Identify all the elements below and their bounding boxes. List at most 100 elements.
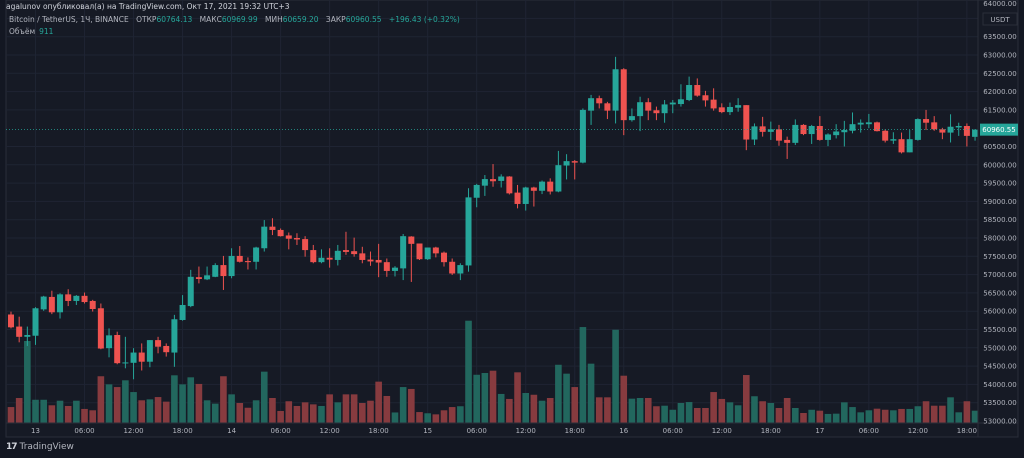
volume-bar xyxy=(146,399,154,423)
candle-body xyxy=(155,340,162,347)
volume-bar xyxy=(105,384,113,423)
price-tick-label: 56500.00 xyxy=(983,289,1016,297)
candle-body xyxy=(179,304,186,320)
candle-body xyxy=(849,124,856,131)
time-tick-label: 12:00 xyxy=(516,427,536,435)
candle-body xyxy=(694,85,701,96)
volume-bar xyxy=(440,410,448,423)
candle-body xyxy=(334,250,341,260)
candle-body xyxy=(473,184,480,198)
volume-bar xyxy=(81,408,88,423)
volume-bar xyxy=(857,412,864,423)
price-tick-label: 63500.00 xyxy=(983,33,1016,41)
candle-body xyxy=(767,129,774,132)
candle-body xyxy=(506,176,513,194)
candle-body xyxy=(261,226,268,249)
volume-bar xyxy=(800,413,807,423)
candle-body xyxy=(914,119,921,140)
volume-bar xyxy=(416,412,423,423)
volume-bar xyxy=(179,384,186,423)
close-label: ЗАКР xyxy=(325,15,346,24)
volume-bar xyxy=(359,403,366,423)
time-tick-label: 06:00 xyxy=(859,427,879,435)
candle-body xyxy=(743,105,750,140)
price-tick-label: 59000.00 xyxy=(983,198,1016,206)
volume-bar xyxy=(546,398,554,423)
candle-body xyxy=(784,139,791,143)
price-tick-label: 63000.00 xyxy=(983,52,1016,60)
volume-bar xyxy=(457,406,464,423)
volume-bar xyxy=(824,413,832,423)
volume-bar xyxy=(849,407,856,423)
chart-pane[interactable] xyxy=(5,0,1019,438)
candle-body xyxy=(302,239,309,251)
volume-bar xyxy=(963,401,971,423)
volume-bar xyxy=(620,375,628,423)
currency-box[interactable] xyxy=(982,12,1018,26)
volume-bar xyxy=(465,320,472,423)
candle-body xyxy=(195,277,202,279)
time-tick-label: 06:00 xyxy=(271,427,291,435)
candle-body xyxy=(775,129,782,141)
volume-bar xyxy=(113,387,121,423)
volume-bar xyxy=(481,373,489,423)
candle-body xyxy=(359,253,366,260)
close-value: 60960.55 xyxy=(345,15,382,24)
candle-body xyxy=(579,109,586,163)
volume-bar xyxy=(930,405,938,423)
volume-bar xyxy=(236,403,244,423)
candle-body xyxy=(130,352,137,363)
candle-body xyxy=(32,308,39,336)
volume-bar xyxy=(277,410,284,423)
volume-bar xyxy=(391,412,399,423)
candle-body xyxy=(171,319,178,353)
change-value: +196.43 (+0.32%) xyxy=(388,15,460,24)
time-tick-label: 18:00 xyxy=(565,427,585,435)
volume-legend: Объём 911 xyxy=(9,27,58,36)
volume-bar xyxy=(939,405,946,423)
candle-body xyxy=(963,126,970,136)
volume-bar xyxy=(604,397,611,423)
price-tick-label: 54500.00 xyxy=(983,363,1016,371)
volume-bar xyxy=(530,394,538,423)
volume-bar xyxy=(448,407,456,423)
volume-bar xyxy=(702,408,709,423)
volume-bar xyxy=(228,394,235,423)
price-tick-label: 59500.00 xyxy=(983,180,1016,188)
candle-body xyxy=(923,119,930,123)
candle-body xyxy=(293,238,300,240)
candle-body xyxy=(400,236,407,269)
candle-body xyxy=(718,107,725,113)
volume-bar xyxy=(497,393,505,423)
volume-bar xyxy=(661,405,668,423)
volume-bar xyxy=(571,387,579,423)
price-axis[interactable]: 64000.00 63500.00 63000.00 62500.00 62000.00… xyxy=(982,0,1018,426)
volume-bar xyxy=(424,413,431,423)
volume-bar xyxy=(514,372,521,423)
candle-body xyxy=(710,99,717,109)
volume-label: Объём xyxy=(9,27,36,36)
candle-body xyxy=(637,102,644,117)
time-axis[interactable]: 13 06:00 12:00 18:00 14 06:00 12:00 18:00 15 06:0… xyxy=(31,427,977,435)
grid xyxy=(6,0,978,423)
volume-bar xyxy=(636,398,644,423)
time-tick-label: 18:00 xyxy=(761,427,781,435)
candle-body xyxy=(628,116,635,121)
time-tick-label: 16 xyxy=(619,427,628,435)
tradingview-logo-icon[interactable]: 17 xyxy=(6,442,17,452)
candle-body xyxy=(808,126,815,135)
time-tick-label: 18:00 xyxy=(957,427,977,435)
tradingview-logo-text[interactable]: TradingView xyxy=(19,442,74,452)
candle-body xyxy=(236,255,243,262)
volume-bar xyxy=(808,409,815,423)
candle-body xyxy=(514,192,521,204)
candle-body xyxy=(432,247,439,254)
volume-bar xyxy=(187,377,195,423)
symbol-title[interactable]: Bitcoin / TetherUS, 1Ч, BINANCE xyxy=(9,15,129,24)
price-tick-label: 57000.00 xyxy=(983,271,1016,279)
candle-body xyxy=(138,352,145,362)
candle-body xyxy=(228,255,235,277)
volume-bars xyxy=(7,320,979,423)
time-tick-label: 06:00 xyxy=(74,427,94,435)
